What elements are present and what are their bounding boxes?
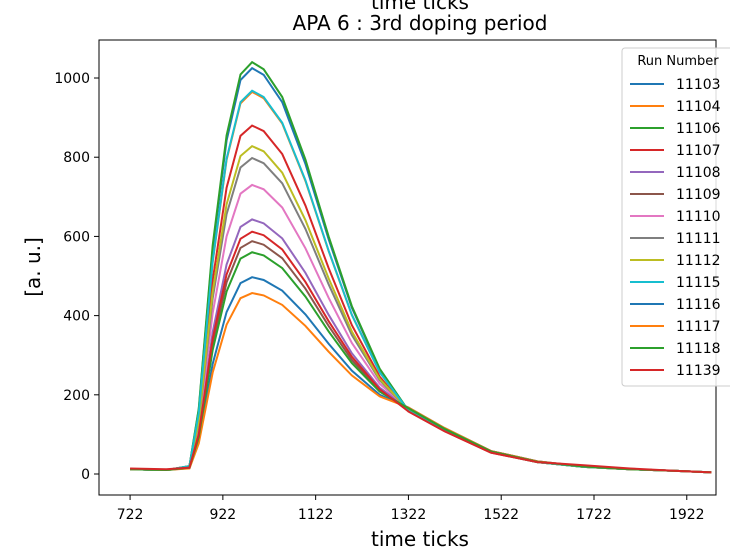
legend-title: Run Number: [637, 54, 719, 69]
legend-label: 11103: [676, 77, 721, 93]
y-tick-label: 400: [63, 309, 90, 325]
legend-label: 11110: [676, 209, 721, 225]
legend-label: 11109: [676, 187, 721, 203]
y-tick-label: 0: [81, 467, 90, 483]
legend-label: 11107: [676, 143, 721, 159]
legend: Run Number 11103 11104 11106 11107 11108 11109…: [621, 47, 730, 387]
x-axis-label: time ticks: [371, 527, 469, 551]
x-tick-label: 1722: [576, 507, 612, 523]
y-axis-label: [a. u.]: [21, 237, 45, 297]
legend-label: 11139: [676, 363, 721, 379]
legend-label: 11116: [676, 297, 721, 313]
y-tick-label: 1000: [54, 71, 90, 87]
chart-title: APA 6 : 3rd doping period: [293, 11, 548, 35]
legend-label: 11106: [676, 121, 721, 137]
x-tick-label: 1922: [669, 507, 705, 523]
y-tick-label: 800: [63, 150, 90, 166]
x-tick-label: 922: [209, 507, 236, 523]
x-tick-label: 722: [117, 507, 144, 523]
series-line: [130, 230, 712, 474]
legend-label: 11111: [676, 231, 721, 247]
legend-label: 11108: [676, 165, 721, 181]
legend-label: 11104: [676, 99, 721, 115]
legend-label: 11117: [676, 319, 721, 335]
legend-box: [621, 47, 730, 387]
legend-label: 11112: [676, 253, 721, 269]
x-tick-label: 1522: [483, 507, 519, 523]
y-tick-label: 200: [63, 388, 90, 404]
x-tick-label: 1122: [298, 507, 334, 523]
legend-label: 11118: [676, 341, 721, 357]
super-title: time ticks: [371, 0, 469, 14]
y-tick-label: 600: [63, 229, 90, 245]
x-tick-label: 1322: [391, 507, 427, 523]
legend-label: 11115: [676, 275, 721, 291]
